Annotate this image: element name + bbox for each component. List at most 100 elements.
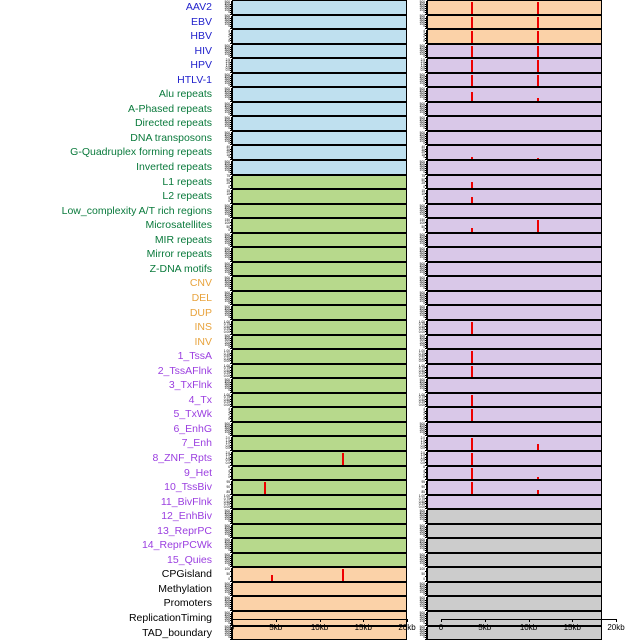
right-panel-track bbox=[427, 174, 602, 190]
y-tick-label: 50 bbox=[226, 177, 230, 182]
y-tick-label: 0.5 bbox=[420, 443, 425, 448]
y-axis-left: 0 100 200 300 400 500 bbox=[218, 611, 232, 626]
y-axis-right: 0 100 200 300 400 500 bbox=[413, 538, 427, 553]
y-tick-label: 0 bbox=[423, 475, 425, 480]
y-tick-label: 100 bbox=[419, 298, 425, 303]
y-axis-right: 0 100 200 300 400 500 bbox=[413, 276, 427, 291]
y-tick-label: 300 bbox=[224, 382, 230, 387]
data-bar bbox=[471, 322, 473, 334]
y-tick-label: 1.5 bbox=[420, 438, 425, 443]
left-panel-track bbox=[232, 0, 407, 15]
y-tick-label: 300 bbox=[419, 280, 425, 285]
right-panel-track bbox=[427, 130, 602, 146]
y-tick-label: 500 bbox=[419, 552, 425, 557]
y-axis-left: 0.0 0.5 1.0 1.5 2.0 bbox=[218, 451, 232, 466]
y-axis-left: 0 100 200 300 400 500 bbox=[218, 247, 232, 262]
track-row: 11_BivFlnk 0.00 0.25 0.50 0.75 1.00 0.00 0.25 0.… bbox=[0, 494, 630, 510]
right-panel-track bbox=[427, 145, 602, 161]
y-tick-label: 0 bbox=[228, 228, 230, 233]
y-tick-label: 200 bbox=[419, 602, 425, 607]
data-bar bbox=[471, 467, 473, 480]
y-tick-label: 100 bbox=[419, 255, 425, 260]
y-tick-label: 300 bbox=[224, 338, 230, 343]
y-tick-label: 100 bbox=[224, 313, 230, 318]
left-panel-track bbox=[232, 450, 407, 466]
y-tick-label: 200 bbox=[224, 340, 230, 345]
y-tick-label: 1.0 bbox=[420, 441, 425, 446]
y-tick-label: 200 bbox=[224, 49, 230, 54]
y-tick-label: 300 bbox=[224, 18, 230, 23]
track-label: Mirror repeats bbox=[146, 248, 212, 261]
y-axis-right: 0 100 200 300 400 500 bbox=[413, 160, 427, 175]
y-tick-label: 500 bbox=[224, 538, 230, 543]
y-axis-left: 0 100 200 300 400 500 bbox=[218, 596, 232, 611]
y-tick-label: 500 bbox=[224, 421, 230, 426]
y-tick-label: 0 bbox=[228, 548, 230, 553]
y-tick-label: 400 bbox=[224, 307, 230, 312]
y-tick-label: 200 bbox=[419, 282, 425, 287]
y-axis-right: 0.00 0.25 0.50 0.75 1.00 bbox=[413, 495, 427, 510]
y-tick-label: 200 bbox=[224, 544, 230, 549]
track-label: Directed repeats bbox=[134, 117, 212, 130]
y-tick-label: 50 bbox=[226, 224, 230, 229]
y-tick-label: 300 bbox=[419, 309, 425, 314]
y-tick-label: 1 bbox=[228, 414, 230, 419]
track-row: EBV 0 100 200 300 400 500 0 100 200 300 400 500 bbox=[0, 14, 630, 30]
y-tick-label: 500 bbox=[224, 625, 230, 630]
y-tick-label: 0 bbox=[423, 213, 425, 218]
y-tick-label: 400 bbox=[224, 612, 230, 617]
left-panel-track bbox=[232, 276, 407, 291]
y-tick-label: 95 bbox=[226, 479, 230, 484]
left-panel-track bbox=[232, 494, 407, 510]
track-row: 1_TssA 0.00 0.25 0.50 0.75 1.00 0.00 0.25 0.50 0.… bbox=[0, 349, 630, 364]
y-tick-label: 0 bbox=[228, 140, 230, 145]
track-row: 14_ReprPCWk 0 100 200 300 400 500 0 100 200 300 400… bbox=[0, 538, 630, 553]
y-tick-label: 0 bbox=[228, 286, 230, 291]
y-tick-label: 500 bbox=[419, 290, 425, 295]
track-row: 15_Quies 0 100 200 300 400 500 0 100 200 300 400 500 bbox=[0, 552, 630, 568]
y-tick-label: 300 bbox=[419, 163, 425, 168]
left-panel-track bbox=[232, 363, 407, 379]
y-axis-right: 0 100 200 300 400 500 bbox=[413, 422, 427, 437]
y-tick-label: 100 bbox=[419, 618, 425, 623]
y-tick-label: 200 bbox=[419, 427, 425, 432]
y-tick-label: 0.75 bbox=[223, 366, 230, 371]
y-tick-label: 4 bbox=[423, 407, 425, 412]
left-panel-track bbox=[232, 203, 407, 219]
y-axis-left: 0 100 200 300 400 500 bbox=[218, 509, 232, 524]
track-row: Directed repeats 0 100 200 300 400 500 0 100 200 3… bbox=[0, 116, 630, 131]
y-axis-right: 0 100 200 300 400 500 bbox=[413, 262, 427, 277]
y-tick-label: 1.5 bbox=[225, 453, 230, 458]
y-tick-label: 100 bbox=[419, 22, 425, 27]
y-tick-label: 400 bbox=[224, 45, 230, 50]
y-tick-label: 300 bbox=[224, 513, 230, 518]
y-tick-label: 300 bbox=[419, 425, 425, 430]
y-axis-left: 0 10 20 30 40 bbox=[218, 145, 232, 161]
y-tick-label: 0 bbox=[228, 213, 230, 218]
track-label: Promoters bbox=[163, 597, 212, 610]
y-tick-label: 500 bbox=[224, 305, 230, 310]
y-tick-label: 3 bbox=[228, 409, 230, 414]
y-axis-left: 0.0 0.5 1.0 1.5 2.0 bbox=[218, 436, 232, 451]
y-tick-label: 500 bbox=[419, 159, 425, 164]
y-tick-label: 500 bbox=[224, 87, 230, 92]
y-tick-label: 3 bbox=[228, 31, 230, 36]
y-tick-label: 0 bbox=[228, 257, 230, 262]
y-tick-label: 400 bbox=[224, 336, 230, 341]
y-tick-label: 400 bbox=[224, 583, 230, 588]
y-tick-label: 500 bbox=[224, 261, 230, 266]
y-tick-label: 200 bbox=[419, 558, 425, 563]
data-bar bbox=[536, 97, 539, 101]
y-tick-label: 400 bbox=[224, 627, 230, 632]
right-panel-track bbox=[427, 72, 602, 88]
y-tick-label: 0 bbox=[228, 97, 230, 102]
y-tick-label: 500 bbox=[419, 130, 425, 135]
y-tick-label: 400 bbox=[419, 103, 425, 108]
y-tick-label: 6 bbox=[228, 465, 230, 470]
y-tick-label: 0.25 bbox=[223, 371, 230, 376]
y-tick-label: 300 bbox=[419, 600, 425, 605]
data-bar bbox=[471, 74, 473, 87]
right-panel-track bbox=[427, 320, 602, 335]
y-tick-label: 20 bbox=[226, 150, 230, 155]
y-axis-left: 0.00 0.25 0.50 0.75 1.00 bbox=[218, 320, 232, 335]
